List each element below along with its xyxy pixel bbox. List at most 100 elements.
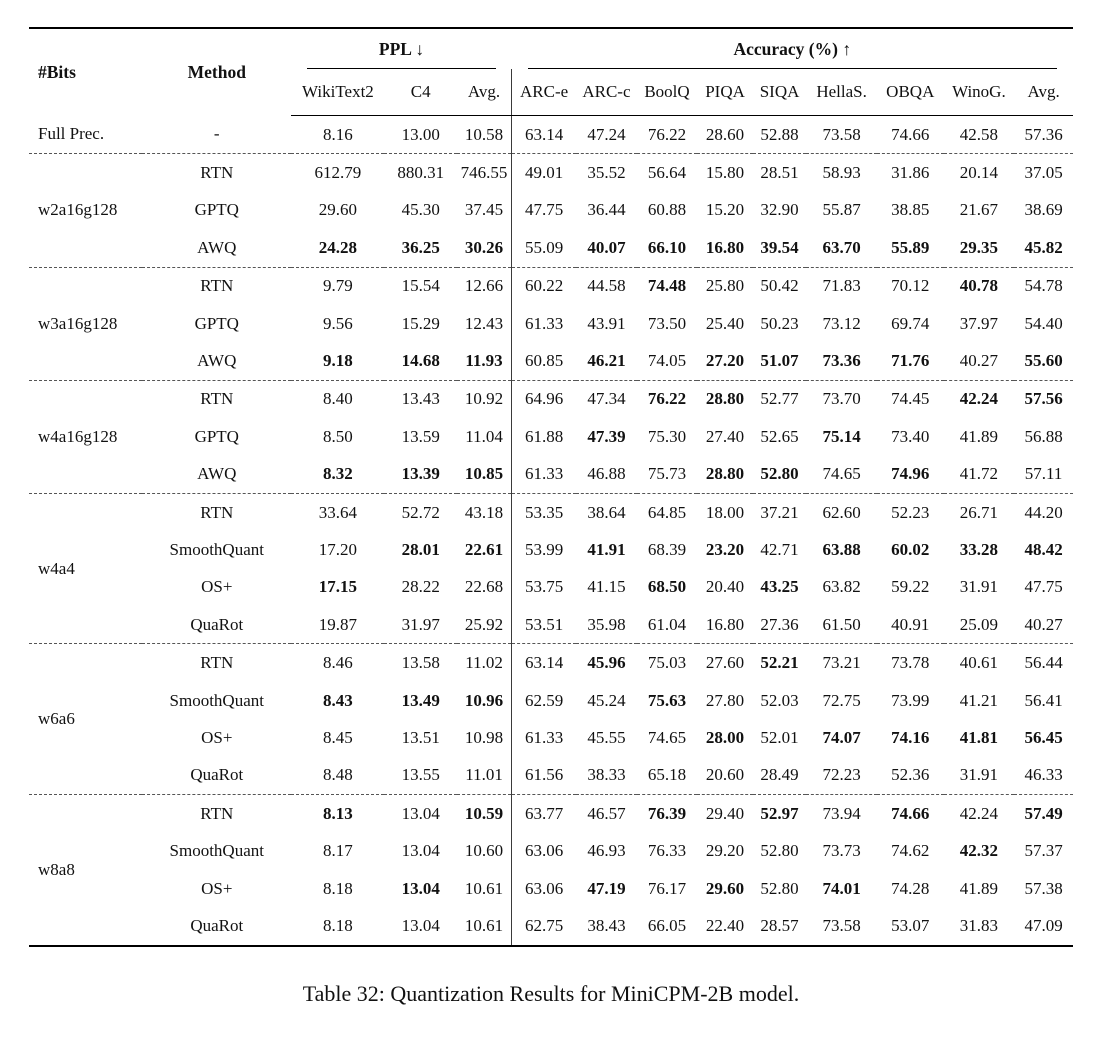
value-cell: 46.93 [587,841,626,861]
value-cell: 76.17 [647,878,687,898]
value-cell: 29.35 [959,237,999,257]
table-row: w2a16g128 RTN 612.79 880.31 746.55 49.01 35.52… [29,153,1073,268]
value-cell: 27.36 [760,614,799,634]
value-cell: 9.56 [323,313,353,333]
table-row: SmoothQuant 8.43 13.49 10.96 62.59 45.24 75.63… [29,681,1073,720]
value-cell: 74.66 [876,794,944,833]
value-cell: 63.77 [511,794,577,833]
quantization-results-table: #Bits Method PPL ↓ Accuracy (%) ↑ WikiTe… [29,27,1073,947]
col-group-accuracy: Accuracy (%) ↑ [512,28,1073,69]
value-cell: 45.55 [587,727,626,747]
header-columns-row: WikiText2 C4 Avg. ARC-e ARC-c BoolQ PIQA… [29,69,1073,116]
value-cell: 61.33 [511,719,577,757]
value-cell: 28.60 [705,124,745,144]
value-cell: 52.72 [384,492,458,532]
value-cell: 46.21 [587,351,626,371]
value-cell: 41.15 [587,577,626,597]
method-cell: QuaRot [190,915,244,935]
method-cell: OS+ [201,577,233,597]
value-cell: 53.75 [511,568,577,607]
value-cell: 37.45 [464,200,504,220]
value-cell: 53.51 [511,606,577,644]
value-cell: 8.32 [323,464,353,484]
value-cell: 21.67 [959,200,999,220]
value-cell: 26.71 [943,492,1015,532]
value-cell: 20.60 [705,765,745,785]
table-row: OS+ 17.15 28.22 22.68 53.75 41.15 68.50 20.40 43… [29,568,1073,607]
value-cell: 57.11 [1024,464,1063,484]
value-cell: 61.88 [511,418,577,456]
value-cell: 43.25 [760,577,799,597]
value-cell: 10.98 [464,727,504,747]
value-cell: 64.96 [511,379,577,419]
value-cell: 61.50 [822,614,861,634]
value-cell: 52.36 [891,765,930,785]
value-cell: 57.36 [1024,124,1063,144]
value-cell: 52.77 [752,379,807,419]
col-header-piqa: PIQA [697,69,753,116]
value-cell: 25.40 [705,313,745,333]
accuracy-group-label: Accuracy (%) ↑ [733,38,852,59]
value-cell: 16.80 [705,614,745,634]
ppl-group-label: PPL ↓ [378,38,425,59]
col-header-method: Method [187,61,246,82]
value-cell: 52.80 [760,841,799,861]
value-cell: 43.91 [587,313,626,333]
table-row: GPTQ 9.56 15.29 12.43 61.33 43.91 73.50 25.40 50… [29,304,1073,343]
value-cell: 25.92 [464,614,504,634]
value-cell: 63.06 [511,832,577,870]
method-cell: AWQ [197,351,237,371]
value-cell: 58.93 [806,153,877,192]
value-cell: 36.44 [587,200,626,220]
value-cell: 38.69 [1024,200,1063,220]
value-cell: 13.00 [401,124,440,144]
value-cell: 52.65 [760,426,799,446]
value-cell: 37.05 [1014,153,1073,192]
value-cell: 73.73 [822,841,861,861]
value-cell: 13.39 [401,464,440,484]
value-cell: 73.58 [822,124,861,144]
table-row: w6a6 RTN 8.46 13.58 11.02 63.14 45.96 75.03 27.6… [29,643,1073,795]
value-cell: 32.90 [760,200,799,220]
value-cell: 24.28 [318,237,358,257]
value-cell: 22.61 [464,539,504,559]
value-cell: 53.99 [511,531,577,569]
value-cell: 72.23 [822,765,861,785]
table-row: OS+ 8.45 13.51 10.98 61.33 45.55 74.65 28.00 52.… [29,719,1073,757]
table-row: AWQ 24.28 36.25 30.26 55.09 40.07 66.10 16.80 39… [29,229,1073,268]
value-cell: 880.31 [384,153,458,192]
method-cell: RTN [142,379,292,419]
table-row: SmoothQuant 8.17 13.04 10.60 63.06 46.93 76.33… [29,832,1073,870]
value-cell: 38.64 [576,492,637,532]
value-cell: 55.60 [1024,351,1063,371]
col-header-c4: C4 [384,69,458,116]
accuracy-group-rule [527,67,1057,69]
value-cell: 35.52 [576,153,637,192]
col-header-wikitext2: WikiText2 [291,69,385,116]
value-cell: 47.75 [1024,577,1063,597]
value-cell: 8.43 [323,690,353,710]
value-cell: 29.60 [705,878,745,898]
col-header-winogrande: WinoG. [943,69,1015,116]
value-cell: 40.78 [943,266,1015,305]
col-group-ppl: PPL ↓ [291,28,511,69]
method-cell: - [213,124,220,144]
value-cell: 57.37 [1024,841,1063,861]
value-cell: 8.46 [291,643,385,682]
value-cell: 41.81 [959,727,999,747]
bits-cell: Full Prec. [38,124,105,144]
table-body: Full Prec. - 8.16 13.00 10.58 63.14 47.24 76.22… [29,115,1073,946]
value-cell: 47.34 [576,379,637,419]
method-cell: RTN [142,266,292,305]
value-cell: 52.23 [876,492,944,532]
method-cell: GPTQ [194,200,239,220]
value-cell: 61.33 [511,304,577,343]
value-cell: 40.27 [1024,614,1063,634]
value-cell: 73.58 [822,915,861,935]
table-row: QuaRot 19.87 31.97 25.92 53.51 35.98 61.04 16.8… [29,606,1073,644]
value-cell: 52.03 [760,690,799,710]
value-cell: 12.66 [457,266,512,305]
table-row: AWQ 8.32 13.39 10.85 61.33 46.88 75.73 28.80 52.… [29,455,1073,494]
value-cell: 63.14 [511,115,577,154]
value-cell: 65.18 [647,765,687,785]
